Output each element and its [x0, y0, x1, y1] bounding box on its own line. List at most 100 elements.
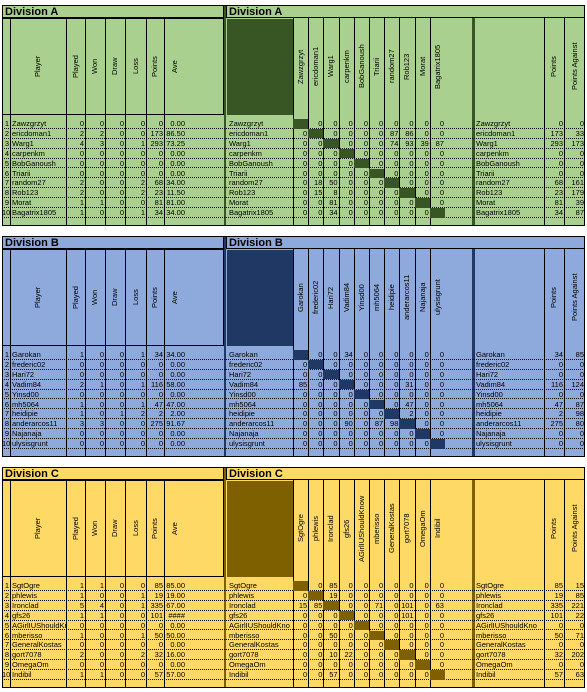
matrix-cell: 0 — [439, 630, 444, 640]
matrix-player-name: Yinsd00 — [229, 389, 256, 399]
points-player-name: gort7078 — [476, 650, 506, 660]
cell-loss: 0 — [140, 369, 145, 379]
matrix-cell: 0 — [348, 168, 353, 178]
matrix-cell: 0 — [394, 429, 399, 439]
column-rule — [66, 249, 67, 457]
points-player-name: frederic02 — [476, 359, 510, 369]
player-name: BobGanoush — [12, 158, 56, 168]
matrix-cell: 0 — [439, 168, 444, 178]
player-name: ericdoman1 — [12, 128, 52, 138]
points-for: 335 — [550, 600, 563, 610]
cell-loss: 2 — [140, 188, 145, 198]
matrix-cell: 0 — [394, 620, 399, 630]
points-against: 15 — [575, 581, 584, 590]
cell-won: 1 — [99, 581, 104, 590]
matrix-diagonal-cell — [293, 119, 309, 129]
matrix-cell: 0 — [394, 379, 399, 389]
cell-draw: 0 — [119, 650, 124, 660]
division-b-panel: Division B Division B Player Played Won Draw L… — [2, 236, 585, 457]
player-name: Ironclad — [12, 600, 39, 610]
matrix-cell: 0 — [333, 350, 338, 359]
matrix-diagonal-cell — [293, 581, 309, 591]
cell-won: 0 — [99, 359, 104, 369]
column-rule — [429, 480, 431, 688]
matrix-cell: 0 — [318, 630, 323, 640]
cell-points: 335 — [150, 600, 163, 610]
cell-draw: 0 — [119, 178, 124, 188]
matrix-diagonal-cell — [353, 620, 369, 631]
points-player-name: Hari72 — [476, 369, 499, 379]
matrix-cell: 0 — [333, 429, 338, 439]
row-number: 4 — [4, 148, 9, 158]
column-rule — [10, 18, 11, 226]
column-rule — [308, 18, 310, 226]
cell-won: 1 — [99, 670, 104, 680]
cell-won: 3 — [99, 138, 104, 148]
matrix-cell: 0 — [394, 350, 399, 359]
cell-played: 0 — [79, 148, 84, 158]
matrix-player-name: gort7078 — [229, 650, 259, 660]
column-rule — [10, 480, 11, 688]
matrix-cell: 85 — [329, 581, 338, 590]
cell-draw: 0 — [119, 198, 124, 208]
matrix-cell: 0 — [379, 128, 384, 138]
cell-draw: 0 — [119, 389, 124, 399]
table-row: 1 Zawzgrzyt 0 0 0 0 0 0.00 Zawzgrzyt 0 0 0 0 0 0 0 0 0 Zaw… — [2, 119, 585, 129]
matrix-cell: 0 — [394, 650, 399, 660]
cell-won: 0 — [99, 590, 104, 600]
row-number: 7 — [4, 640, 9, 650]
points-for: 0 — [558, 148, 563, 158]
column-rule — [384, 480, 386, 688]
matrix-corner — [227, 481, 293, 577]
column-rule — [564, 480, 565, 688]
cell-average: 0.00 — [170, 620, 185, 630]
table-row: 8 Rob123 2 0 0 2 23 11.50 Rob123 0 15 8 0 0 0 0 0 0 Rob123… — [2, 188, 585, 199]
points-for: 81 — [554, 198, 563, 208]
matrix-cell: 0 — [318, 350, 323, 359]
points-player-name: BobGanoush — [476, 158, 520, 168]
points-against: 33 — [575, 128, 584, 138]
matrix-cell: 0 — [409, 660, 414, 670]
matrix-cell: 0 — [318, 379, 323, 389]
matrix-cell: 101 — [401, 610, 414, 620]
matrix-cell: 0 — [424, 208, 429, 218]
table-row: 8 gort7078 2 0 0 2 32 16.00 gort7078 0 0 10 22 0 0 0 0 0 g… — [2, 650, 585, 661]
cell-points: 0 — [158, 158, 163, 168]
row-number: 3 — [4, 138, 9, 148]
matrix-cell: 0 — [379, 148, 384, 158]
column-rule — [105, 480, 106, 688]
player-name: AGirlIUShouldKno — [12, 620, 66, 630]
matrix-cell: 10 — [329, 650, 338, 660]
table-row: 9 Morat 1 1 0 0 81 81.00 Morat 0 0 81 0 0 0 0 0 0 Morat 81 3… — [2, 198, 585, 209]
matrix-cell: 0 — [363, 359, 368, 369]
matrix-cell: 0 — [379, 379, 384, 389]
matrix-player-name: Bagatrix1805 — [229, 208, 274, 218]
matrix-diagonal-cell — [323, 369, 339, 380]
matrix-cell: 0 — [424, 379, 429, 389]
matrix-cell: 0 — [439, 429, 444, 439]
matrix-cell: 0 — [424, 630, 429, 640]
column-rule — [164, 249, 165, 457]
matrix-cell: 0 — [409, 359, 414, 369]
cell-draw: 0 — [119, 158, 124, 168]
matrix-cell: 0 — [424, 620, 429, 630]
cell-won: 0 — [99, 399, 104, 409]
column-rule — [369, 249, 370, 457]
cell-draw: 0 — [119, 439, 124, 449]
matrix-cell: 0 — [348, 158, 353, 168]
column-rule — [544, 480, 545, 688]
cell-points: 101 — [150, 610, 163, 620]
matrix-cell: 0 — [424, 148, 429, 158]
row-number: 4 — [4, 379, 9, 389]
points-against: 85 — [575, 590, 584, 600]
matrix-cell: 87 — [435, 138, 444, 148]
matrix-cell: 0 — [424, 158, 429, 168]
player-name: Morat — [12, 198, 32, 208]
cell-average: 50.00 — [166, 630, 185, 640]
row-number: 9 — [4, 198, 9, 208]
matrix-cell: 0 — [379, 188, 384, 198]
matrix-diagonal-cell — [308, 359, 324, 370]
matrix-cell: 0 — [303, 399, 308, 409]
table-row: 6 mh5064 1 0 0 1 47 47.00 mh5064 0 0 0 0 0 0 47 0 0 mh5064… — [2, 399, 585, 410]
matrix-cell: 0 — [394, 389, 399, 399]
